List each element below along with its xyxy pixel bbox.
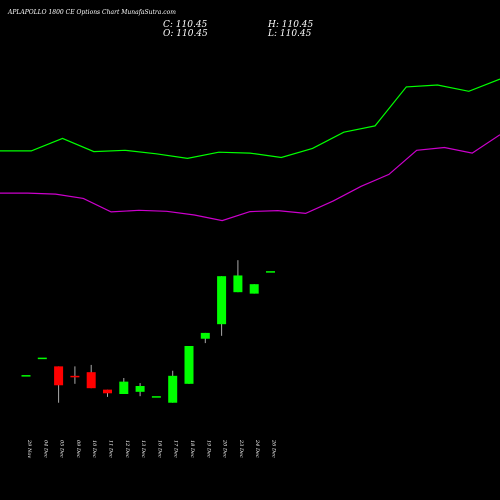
candle-body [184,346,194,384]
candles-layer [21,260,275,403]
candle-body [249,284,259,294]
chart-title: APLAPOLLO 1800 CE Options Chart MunafaSu… [8,9,176,16]
x-tick-label: 19 Dec [205,440,211,458]
x-tick-label: 13 Dec [140,440,146,458]
candle-body [266,271,275,273]
candle-body [168,375,178,403]
x-tick-label: 18 Dec [189,440,195,458]
candle-body [233,275,243,293]
candle-body [37,357,47,360]
x-tick-label: 16 Dec [156,440,162,458]
candle-body [119,381,129,394]
x-tick-label: 04 Dec [42,440,48,458]
close-value: C: 110.45 [163,20,208,30]
x-tick-label: 12 Dec [124,440,130,458]
bands-layer [0,78,500,222]
x-tick-label: 26 Dec [271,439,277,458]
x-tick-label: 10 Dec [91,440,97,458]
x-tick-label: 20 Dec [222,439,228,458]
open-value: O: 110.45 [163,29,208,39]
candle-body [70,375,80,378]
x-tick-label: 11 Dec [108,440,114,458]
x-tick-label: 29 Nov [26,439,32,458]
low-value: L: 110.45 [268,29,312,39]
x-tick-label: 09 Dec [75,440,81,458]
x-tick-label: 05 Dec [59,440,65,458]
candle-body [86,372,96,389]
candle-body [151,396,161,398]
upper-band-line [0,78,500,160]
lower-band-line [0,134,500,222]
candle-body [21,375,31,377]
candle-body [217,276,227,325]
high-value: H: 110.45 [268,20,314,30]
candle-body [135,386,145,392]
x-tick-label: 17 Dec [173,440,179,458]
candle-body [200,332,210,339]
x-axis-ticks: 29 Nov 04 Dec 05 Dec 09 Dec 10 Dec 11 Dec 12 D… [26,439,277,458]
x-tick-label: 23 Dec [238,439,244,458]
x-tick-label: 24 Dec [254,439,260,458]
candle-body [103,389,112,394]
candle-body [54,366,64,386]
